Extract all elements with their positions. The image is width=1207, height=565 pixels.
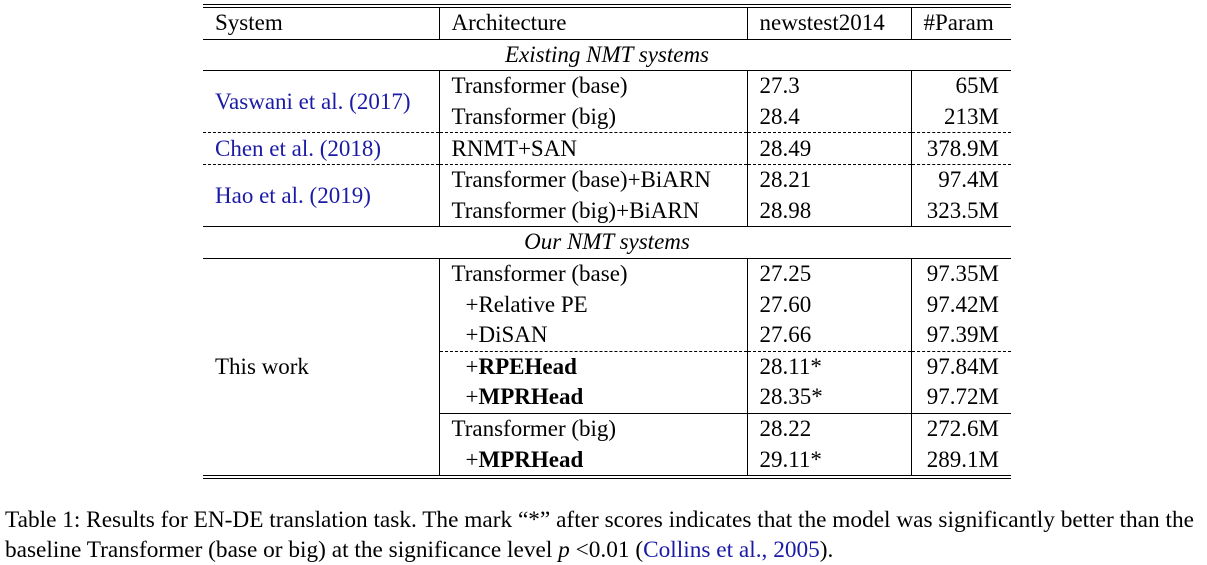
score-cell: 28.4: [746, 101, 911, 133]
system-cell: Hao et al. (2019): [203, 163, 439, 227]
arch-cell: Transformer (big): [438, 101, 747, 133]
system-cell: Vaswani et al. (2017): [203, 70, 439, 133]
score-cell: 27.60: [746, 289, 911, 320]
header-architecture: Architecture: [438, 6, 747, 40]
arch-cell: +RPEHead: [438, 350, 747, 383]
header-system: System: [215, 10, 283, 36]
section-row-existing: Existing NMT systems: [203, 38, 1011, 71]
arch-cell: Transformer (big)+BiARN: [438, 195, 747, 227]
header-param: #Param: [910, 6, 1011, 40]
results-table: System Architecture newstest2014 #Param …: [203, 4, 1011, 479]
param-cell: 97.84M: [910, 350, 1011, 383]
table-row: +DiSAN 27.66 97.39M: [203, 319, 1011, 352]
score-cell: 28.22: [746, 412, 911, 445]
param-cell: 97.39M: [910, 319, 1011, 352]
score-cell: 28.35*: [746, 382, 911, 414]
table-row: This work Transformer (base) 27.25 97.35…: [203, 257, 1011, 477]
citation-link[interactable]: Collins et al., 2005: [643, 537, 820, 563]
section-existing-label: Existing NMT systems: [203, 38, 1011, 71]
system-cell: Chen et al. (2018): [203, 132, 439, 165]
table-row: +RPEHead 28.11* 97.84M: [203, 350, 1011, 383]
score-cell: 28.11*: [746, 350, 911, 383]
arch-cell: +MPRHead: [438, 382, 747, 414]
table-row: Transformer (big) 28.22 272.6M: [203, 412, 1011, 445]
table-row: +Relative PE 27.60 97.42M: [203, 289, 1011, 320]
table-row: Transformer (big)+BiARN 28.98 323.5M: [203, 195, 1011, 227]
citation-link[interactable]: Hao et al. (2019): [215, 182, 371, 208]
header-row: System Architecture newstest2014 #Param: [203, 6, 1011, 40]
score-cell: 27.25: [746, 257, 911, 290]
citation-link[interactable]: Chen et al. (2018): [215, 135, 382, 161]
param-cell: 323.5M: [910, 195, 1011, 227]
arch-cell: +DiSAN: [438, 319, 747, 352]
score-cell: 28.98: [746, 195, 911, 227]
score-cell: 27.3: [746, 70, 911, 102]
arch-cell: +Relative PE: [438, 289, 747, 320]
param-cell: 97.4M: [910, 163, 1011, 196]
system-cell: This work: [203, 257, 439, 477]
table-row: Vaswani et al. (2017) Transformer (base)…: [203, 70, 1011, 133]
table-row: Transformer (big) 28.4 213M: [203, 101, 1011, 133]
arch-cell: +MPRHead: [438, 444, 747, 477]
section-row-ours: Our NMT systems: [203, 226, 1011, 259]
arch-cell: Transformer (big): [438, 412, 747, 445]
arch-cell: RNMT+SAN: [438, 132, 747, 165]
score-cell: 27.66: [746, 319, 911, 352]
param-cell: 213M: [910, 101, 1011, 133]
score-cell: 29.11*: [746, 444, 911, 477]
table-row: +MPRHead 29.11* 289.1M: [203, 444, 1011, 477]
table-row: Chen et al. (2018) RNMT+SAN 28.49 378.9M: [203, 132, 1011, 165]
param-cell: 272.6M: [910, 412, 1011, 445]
param-cell: 97.42M: [910, 289, 1011, 320]
param-cell: 97.35M: [910, 257, 1011, 290]
arch-cell: Transformer (base)+BiARN: [438, 163, 747, 196]
param-cell: 378.9M: [910, 132, 1011, 165]
header-newstest2014: newstest2014: [746, 6, 911, 40]
param-cell: 65M: [910, 70, 1011, 102]
param-cell: 97.72M: [910, 382, 1011, 414]
param-cell: 289.1M: [910, 444, 1011, 477]
arch-cell: Transformer (base): [438, 257, 747, 290]
score-cell: 28.49: [746, 132, 911, 165]
score-cell: 28.21: [746, 163, 911, 196]
citation-link[interactable]: Vaswani et al. (2017): [215, 88, 411, 114]
table-row: Hao et al. (2019) Transformer (base)+BiA…: [203, 163, 1011, 227]
section-ours-label: Our NMT systems: [203, 226, 1011, 259]
arch-cell: Transformer (base): [438, 70, 747, 102]
table-caption: Table 1: Results for EN-DE translation t…: [5, 507, 1194, 563]
table-row: +MPRHead 28.35* 97.72M: [203, 382, 1011, 414]
